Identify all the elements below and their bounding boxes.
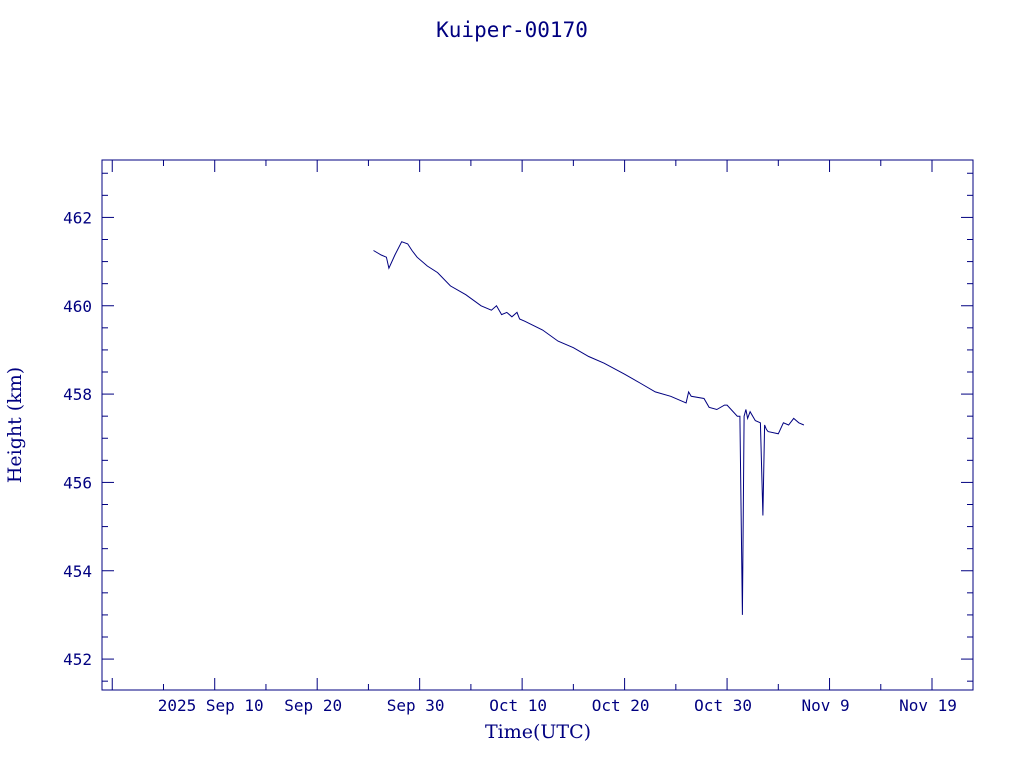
y-axis-label: Height (km)	[4, 367, 26, 483]
x-axis-label: Time(UTC)	[485, 721, 591, 743]
x-tick-label: Nov 9	[801, 696, 849, 715]
x-tick-label: Oct 30	[694, 696, 752, 715]
x-tick-label: Sep 20	[284, 696, 342, 715]
y-tick-label: 452	[63, 650, 92, 669]
x-tick-label: Sep 30	[387, 696, 445, 715]
x-tick-label: 2025 Sep 10	[158, 696, 264, 715]
x-tick-label: Nov 19	[899, 696, 957, 715]
plot-frame	[101, 159, 974, 691]
y-tick-label: 454	[63, 562, 92, 581]
x-tick-label: Oct 20	[592, 696, 650, 715]
y-tick-label: 460	[63, 297, 92, 316]
x-tick-label: Oct 10	[489, 696, 547, 715]
y-tick-label: 456	[63, 473, 92, 492]
chart-title: Kuiper-00170	[436, 18, 588, 42]
height-series-line	[373, 241, 805, 615]
y-tick-label: 462	[63, 208, 92, 227]
tick-labels: 2025 Sep 10 Sep 20 Sep 30 Oct 10 Oct 20 Oct 3…	[63, 208, 957, 715]
axis-ticks	[102, 160, 973, 690]
y-tick-label: 458	[63, 385, 92, 404]
